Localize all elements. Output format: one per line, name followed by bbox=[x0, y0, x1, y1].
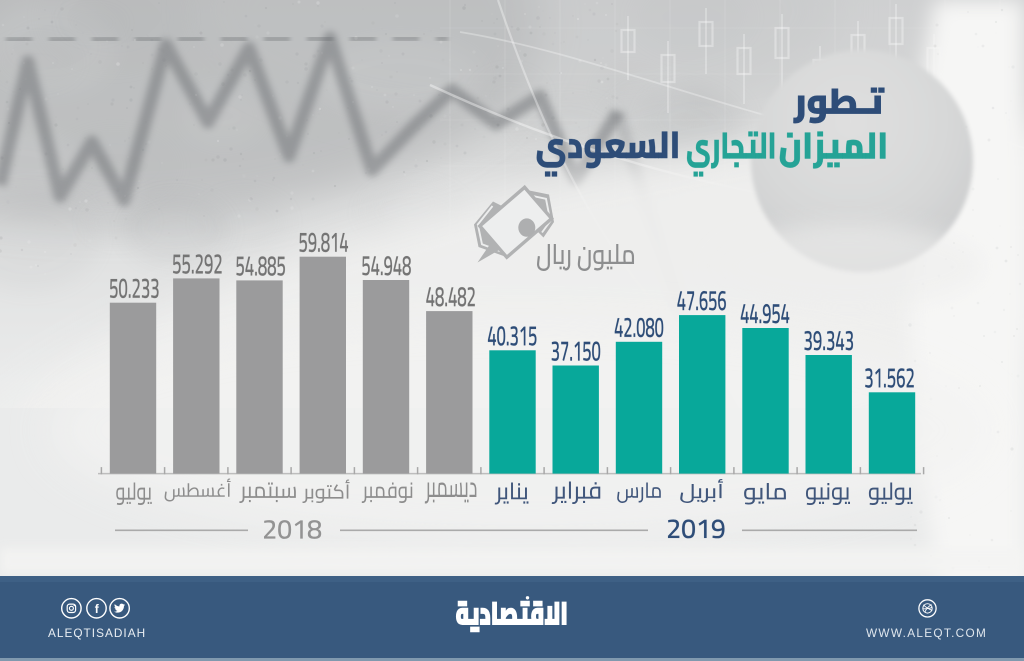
svg-text:f: f bbox=[95, 602, 100, 616]
svg-text:ALEQTISADIAH: ALEQTISADIAH bbox=[48, 626, 146, 640]
svg-text:WWW.ALEQT.COM: WWW.ALEQT.COM bbox=[866, 626, 987, 640]
